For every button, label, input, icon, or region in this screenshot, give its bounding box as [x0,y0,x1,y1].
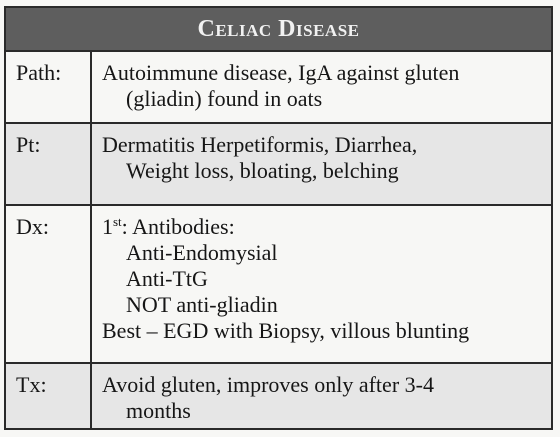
row-patient: Pt: Dermatitis Herpetiformis, Diarrhea, … [6,122,551,204]
content-line: (gliadin) found in oats [126,86,323,111]
celiac-disease-card: Celiac Disease Path: Autoimmune disease,… [4,6,553,430]
row-path: Path: Autoimmune disease, IgA against gl… [6,50,551,122]
ordinal-number: 1 [102,214,113,239]
row-label: Path: [6,52,92,122]
row-content: Avoid gluten, improves only after 3-4 mo… [92,364,551,428]
row-content: Autoimmune disease, IgA against gluten (… [92,52,551,122]
row-label: Pt: [6,124,92,204]
content-line: Avoid gluten, improves only after 3-4 [102,372,434,397]
content-line: Autoimmune disease, IgA against gluten [102,60,460,85]
row-label: Tx: [6,364,92,428]
card-title: Celiac Disease [197,15,360,42]
content-line: Dermatitis Herpetiformis, Diarrhea, [102,132,418,157]
row-label: Dx: [6,206,92,362]
card-header: Celiac Disease [6,8,551,52]
content-line: Weight loss, bloating, belching [126,158,399,183]
content-line: Anti-TtG [126,266,208,291]
content-line: months [126,398,191,423]
row-content: Dermatitis Herpetiformis, Diarrhea, Weig… [92,124,551,204]
content-line: NOT anti-gliadin [126,292,278,317]
row-content: 1st: Antibodies: Anti-Endomysial Anti-Tt… [92,206,551,362]
row-diagnosis: Dx: 1st: Antibodies: Anti-Endomysial Ant… [6,204,551,362]
content-line: Anti-Endomysial [126,240,278,265]
content-line: 1st: Antibodies: [102,214,543,240]
ordinal-suffix: st [113,214,122,229]
line-text: : Antibodies: [121,214,235,239]
content-line: Best – EGD with Biopsy, villous blunting [102,318,470,343]
row-treatment: Tx: Avoid gluten, improves only after 3-… [6,362,551,428]
